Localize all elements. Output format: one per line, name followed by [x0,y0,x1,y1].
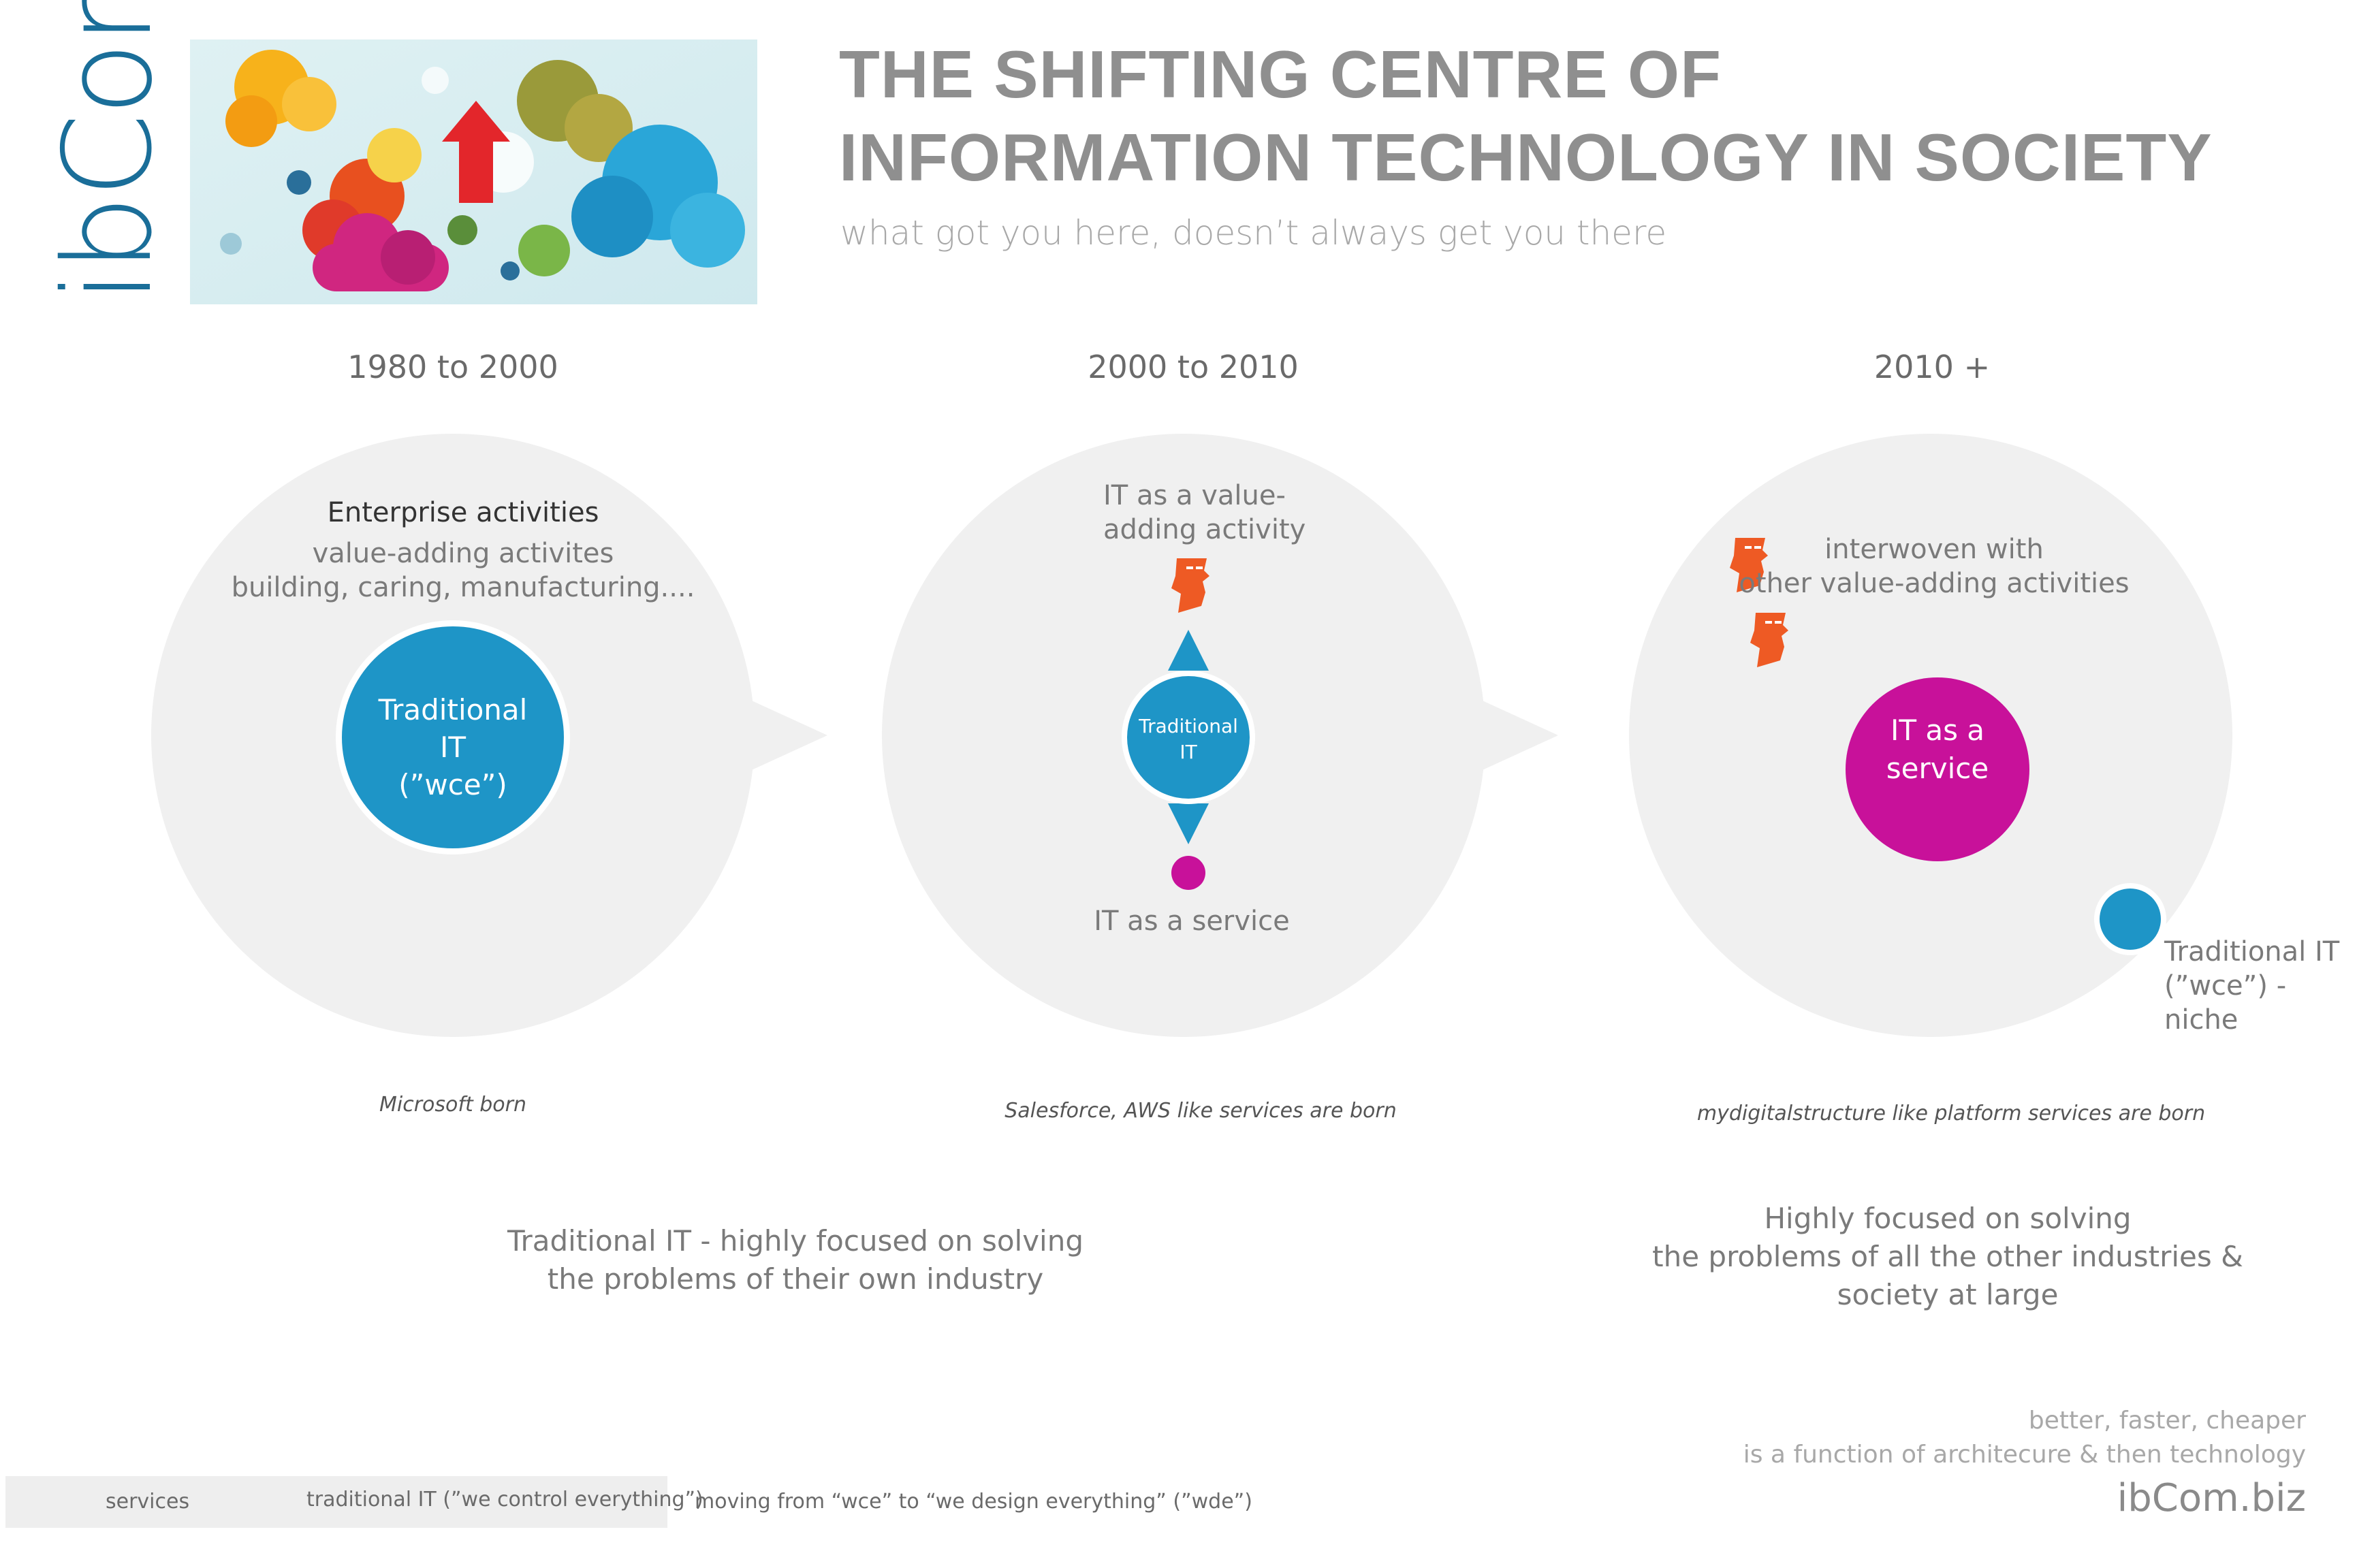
interwoven-label: interwoven with other value-adding activ… [1730,532,2138,601]
tagline-line-1: better, faster, cheaper [2028,1407,2306,1435]
it-service-label-3-line-1: IT as a [1890,714,1985,747]
it-service-dot-2 [1171,856,1205,890]
legend-traditional-label: traditional IT (”we control everything”) [306,1488,703,1511]
traditional-it-label-1-line-1: Traditional [378,693,528,726]
bottom-left-statement: Traditional IT - highly focused on solvi… [455,1222,1136,1298]
tagline: better, faster, cheaper is a function of… [1743,1404,2306,1472]
tagline-line-2: is a function of architecure & then tech… [1743,1441,2306,1469]
traditional-it-label-1-line-3: (”wce”) [398,768,507,801]
it-value-adding-line-1: IT as a value- [1103,480,1286,511]
arrow-down-icon [1168,803,1209,844]
legend-services-label: services [106,1490,190,1514]
event-1980-2000: Microsoft born [379,1093,526,1117]
traditional-it-label-2-line-2: IT [1180,741,1197,763]
period-label-1: 1980 to 2000 [347,349,558,385]
bottom-right-line-2: the problems of all the other industries… [1652,1240,2243,1273]
event-2010-plus: mydigitalstructure like platform service… [1696,1102,2206,1125]
enterprise-text-line-1: value-adding activites [312,538,614,569]
niche-line-2: (”wce”) - [2164,970,2287,1002]
traditional-it-label-2-line-1: Traditional [1139,715,1238,737]
period-label-3: 2010 + [1873,349,1991,385]
page-subtitle: what got you here, doesn’t always get yo… [840,213,1667,253]
traditional-it-niche-circle [2100,889,2161,950]
it-value-adding-label: IT as a value- adding activity [1008,479,1362,547]
site-url: ibCom.biz [2117,1476,2306,1520]
event-2000-2010: Salesforce, AWS like services are born [1005,1099,1397,1123]
legend-bar [5,1476,667,1528]
traditional-it-niche-label: Traditional IT (”wce”) - niche [2164,935,2339,1037]
niche-line-3: niche [2164,1004,2239,1036]
it-service-label-3-line-2: service [1886,752,1989,785]
arrow-up-icon [1168,630,1209,671]
banner-art [190,39,757,304]
traditional-it-circle-1 [342,626,564,848]
enterprise-heading: Enterprise activities [327,497,599,528]
banner-illustration [190,39,757,304]
person-icon [1750,613,1788,667]
it-service-circle-3 [1846,677,2029,861]
traditional-it-label-1: Traditional IT (”wce”) [317,691,589,803]
enterprise-text-line-2: building, caring, manufacturing.... [231,572,695,603]
traditional-it-label-1-line-2: IT [439,731,466,764]
traditional-it-label-2: Traditional IT [1120,714,1256,765]
title-line-1: THE SHIFTING CENTRE OF [839,37,1722,112]
person-icon [1171,558,1209,613]
traditional-it-circle-2 [1127,676,1250,799]
it-service-label-2: IT as a service [1094,906,1290,937]
person-icon [1730,538,1768,592]
bottom-right-line-3: society at large [1837,1278,2059,1311]
it-value-adding-line-2: adding activity [1103,514,1306,545]
enterprise-text: value-adding activites building, caring,… [225,537,701,605]
bottom-right-statement: Highly focused on solving the problems o… [1607,1200,2288,1314]
bottom-right-line-1: Highly focused on solving [1764,1202,2132,1235]
bottom-left-line-2: the problems of their own industry [547,1262,1044,1296]
page-title: THE SHIFTING CENTRE OF INFORMATION TECHN… [839,33,2213,199]
period-label-2: 2000 to 2010 [1088,349,1299,385]
legend-moving-label: moving from “wce” to “we design everythi… [695,1490,1252,1514]
interwoven-line-1: interwoven with [1824,534,2044,565]
niche-line-1: Traditional IT [2164,936,2340,967]
it-service-label-3: IT as a service [1835,711,2040,788]
interwoven-line-2: other value-adding activities [1739,568,2130,599]
bottom-left-line-1: Traditional IT - highly focused on solvi… [507,1224,1083,1258]
title-line-2: INFORMATION TECHNOLOGY IN SOCIETY [839,120,2213,195]
